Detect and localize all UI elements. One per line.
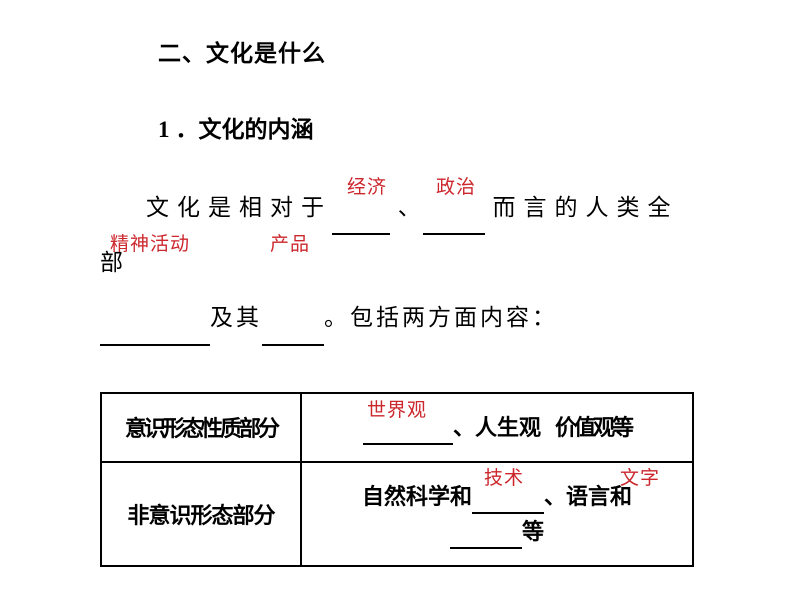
table-cell-right-1: 、人生观价值观等 世界观 <box>301 393 693 462</box>
cell-blank-3 <box>450 547 522 549</box>
para-text-3: 及其 <box>210 305 262 330</box>
blank-3 <box>100 344 210 346</box>
table-cell-right-2: 自然科学和 、语言和 等 技术 文字 <box>301 462 693 566</box>
content-table: 意识形态性质部分 、人生观价值观等 世界观 非意识形态部分 自然科学和 、语言和 … <box>100 392 694 568</box>
cell-text-2a: 自然科学和 <box>362 484 472 509</box>
blank-4 <box>262 344 324 346</box>
section-heading: 二、文化是什么 <box>158 34 694 68</box>
table-row: 意识形态性质部分 、人生观价值观等 世界观 <box>101 393 693 462</box>
subsection-text: ．文化的内涵 <box>176 117 314 142</box>
annotation-politics: 政治 <box>436 172 476 199</box>
subsection-heading: 1．文化的内涵 <box>158 110 694 144</box>
annotation-text: 文字 <box>620 463 660 490</box>
cell-text-1b: 价值观等 <box>555 415 631 440</box>
subsection-number: 1 <box>158 117 170 142</box>
annotation-worldview: 世界观 <box>367 395 427 422</box>
annotation-product: 产品 <box>270 229 310 256</box>
para-text-4: 。包括两方面内容： <box>324 305 558 330</box>
blank-2 <box>423 233 485 235</box>
cell-text-2c: 等 <box>522 519 544 544</box>
table-row: 非意识形态部分 自然科学和 、语言和 等 技术 文字 <box>101 462 693 566</box>
cell-text-2b: 、语言和 <box>544 484 632 509</box>
table-cell-left-2: 非意识形态部分 <box>101 462 301 566</box>
annotation-tech: 技术 <box>484 463 524 490</box>
cell-text-1a: 、人生观 <box>453 415 541 440</box>
main-paragraph-line2: 及其 。包括两方面内容： <box>100 290 694 345</box>
para-sep-1: 、 <box>398 195 423 220</box>
table-cell-left-1: 意识形态性质部分 <box>101 393 301 462</box>
annotation-spirit: 精神活动 <box>110 229 190 256</box>
annotation-economy: 经济 <box>347 172 387 199</box>
para-text-1: 文化是相对于 <box>146 195 332 220</box>
blank-1 <box>332 233 390 235</box>
document-content: 二、文化是什么 1．文化的内涵 文化是相对于 、 而言的人类全部 及其。包括两方… <box>0 0 794 567</box>
paragraph-wrapper: 文化是相对于 、 而言的人类全部 及其。包括两方面内容： 经济 政治 精神活动 … <box>100 180 694 346</box>
cell-blank-1 <box>363 443 453 445</box>
